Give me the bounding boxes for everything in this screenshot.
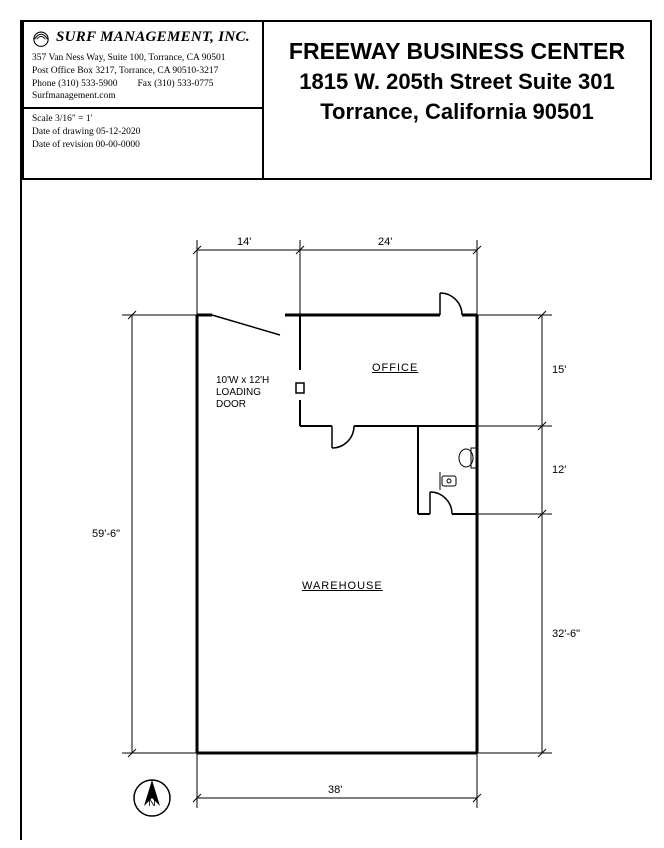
restroom-fixtures — [440, 448, 476, 490]
company-name: SURF MANAGEMENT, INC. — [56, 29, 250, 46]
dim-right-15: 15' — [552, 364, 566, 376]
dim-right-32-6: 32'-6" — [552, 628, 580, 640]
drawing-date: Date of drawing 05-12-2020 — [32, 126, 254, 139]
entry-door — [440, 293, 462, 315]
dim-top-24: 24' — [378, 236, 392, 248]
company-row: SURF MANAGEMENT, INC. — [24, 22, 262, 50]
drawing-meta: Scale 3/16" = 1' Date of drawing 05-12-2… — [24, 107, 262, 157]
dim-bottom-38: 38' — [328, 784, 342, 796]
project-city: Torrance, California 90501 — [272, 99, 642, 125]
svg-text:N: N — [148, 798, 155, 809]
title-block-left: SURF MANAGEMENT, INC. 357 Van Ness Way, … — [24, 22, 264, 178]
loading-door-note: 10'W x 12'H LOADING DOOR — [216, 375, 269, 411]
north-arrow-icon: N — [134, 780, 170, 816]
dim-right-12: 12' — [552, 464, 566, 476]
revision-date: Date of revision 00-00-0000 — [32, 139, 254, 152]
scale: Scale 3/16" = 1' — [32, 113, 254, 126]
project-address: 1815 W. 205th Street Suite 301 — [272, 69, 642, 95]
loading-door — [212, 315, 280, 335]
restroom-door — [430, 492, 452, 514]
floorplan-drawing: N 14' 24' 15' 12' 32'-6" 59'-6" 38' OFFI… — [22, 190, 652, 840]
room-label-warehouse: WAREHOUSE — [302, 580, 383, 592]
title-block: SURF MANAGEMENT, INC. 357 Van Ness Way, … — [22, 20, 652, 180]
dimension-lines — [122, 240, 552, 808]
office-door — [332, 426, 354, 448]
page-frame: SURF MANAGEMENT, INC. 357 Van Ness Way, … — [20, 20, 650, 840]
dim-top-14: 14' — [237, 236, 251, 248]
title-block-right: FREEWAY BUSINESS CENTER 1815 W. 205th St… — [264, 22, 650, 178]
project-title: FREEWAY BUSINESS CENTER — [272, 38, 642, 65]
room-label-office: OFFICE — [372, 362, 418, 374]
interior-walls — [300, 315, 477, 514]
address-line-1: 357 Van Ness Way, Suite 100, Torrance, C… — [32, 52, 254, 65]
fax: Fax (310) 533-0775 — [138, 78, 214, 91]
floorplan-svg: N — [22, 190, 652, 840]
website: Surfmanagement.com — [32, 90, 254, 103]
phone: Phone (310) 533-5900 — [32, 78, 118, 91]
address-line-2: Post Office Box 3217, Torrance, CA 90510… — [32, 65, 254, 78]
company-address: 357 Van Ness Way, Suite 100, Torrance, C… — [24, 50, 262, 107]
company-logo-icon — [30, 26, 52, 48]
dim-left-59-6: 59'-6" — [92, 528, 120, 540]
